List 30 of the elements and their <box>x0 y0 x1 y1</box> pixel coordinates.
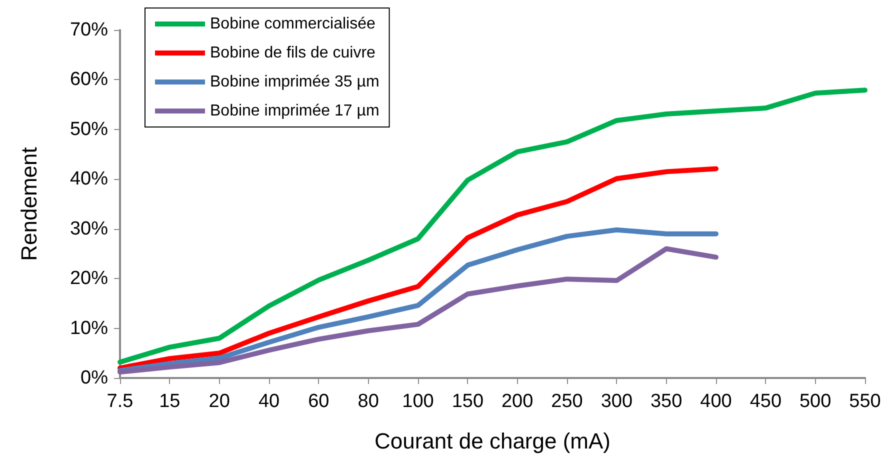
x-tick-label: 550 <box>849 391 881 412</box>
x-tick-label: 350 <box>650 391 682 412</box>
x-tick-label: 100 <box>402 391 434 412</box>
x-tick-label: 500 <box>799 391 832 412</box>
y-tick-label: 40% <box>70 168 108 190</box>
x-tick-label: 150 <box>452 391 484 412</box>
y-axis-title: Rendement <box>16 147 42 261</box>
x-tick-label: 200 <box>501 391 534 412</box>
x-tick-label: 7.5 <box>106 391 134 412</box>
y-tick-label: 10% <box>70 318 108 339</box>
x-tick-label: 250 <box>551 391 583 412</box>
x-tick-label: 60 <box>308 391 330 412</box>
legend-label: Bobine imprimée 17 µm <box>210 102 380 120</box>
legend-label: Bobine imprimée 35 µm <box>210 74 380 90</box>
x-tick-label: 300 <box>600 391 633 412</box>
y-tick-label: 20% <box>70 268 108 290</box>
legend-label: Bobine de fils de cuivre <box>210 44 376 62</box>
x-tick-label: 40 <box>258 391 280 412</box>
y-tick-label: 30% <box>70 218 108 240</box>
x-axis-title: Courant de charge (mA) <box>374 428 610 454</box>
x-tick-label: 80 <box>358 391 379 412</box>
legend-label: Bobine commercialisée <box>210 16 376 32</box>
x-tick-label: 450 <box>750 391 782 412</box>
x-tick-label: 400 <box>700 391 732 412</box>
x-tick-label: 20 <box>208 391 230 412</box>
y-tick-label: 50% <box>70 118 108 140</box>
y-tick-label: 0% <box>80 368 108 388</box>
x-tick-label: 15 <box>159 391 180 412</box>
y-tick-label: 60% <box>70 69 108 90</box>
y-tick-label: 70% <box>70 20 108 40</box>
